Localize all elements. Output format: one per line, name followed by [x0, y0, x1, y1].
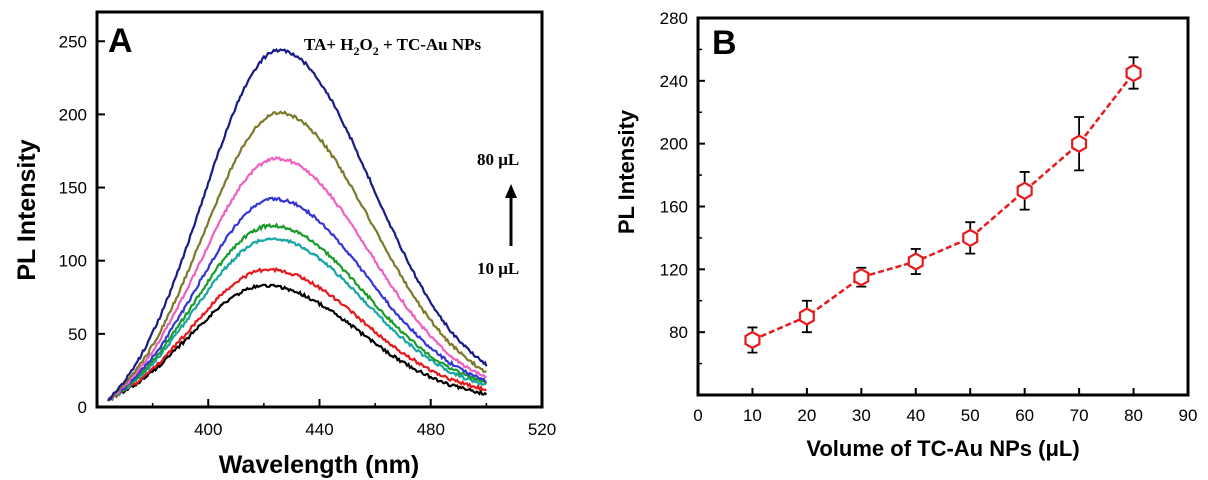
spectrum-line-5 — [107, 196, 487, 402]
panel-a-letter: A — [108, 22, 133, 60]
y-tick-label: 120 — [660, 260, 688, 279]
x-tick-label: 520 — [528, 420, 556, 439]
x-tick-label: 30 — [852, 406, 871, 425]
y-tick-label: 280 — [660, 9, 688, 28]
y-tick-label: 150 — [59, 179, 87, 198]
y-tick-label: 80 — [669, 323, 688, 342]
data-point — [798, 307, 815, 326]
data-point — [744, 330, 761, 350]
panel-b-y-ticks: 80 120 160 200 240 280 — [660, 9, 705, 365]
data-point — [853, 267, 870, 287]
increase-arrow-icon — [505, 184, 517, 246]
data-point — [962, 228, 979, 248]
arrow-top-label: 80 μL — [477, 150, 519, 169]
panel-b-points — [744, 56, 1142, 354]
y-tick-label: 160 — [660, 198, 688, 217]
x-tick-label: 10 — [743, 406, 762, 425]
y-tick-label: 100 — [59, 252, 87, 271]
spectrum-line-3 — [107, 237, 487, 402]
panel-a-y-title: PL Intensity — [13, 139, 41, 280]
y-tick-label: 240 — [660, 72, 688, 91]
y-tick-label: 200 — [660, 135, 688, 154]
panel-b-letter: B — [712, 24, 737, 62]
panel-a-x-title: Wavelength (nm) — [219, 451, 419, 479]
y-tick-label: 200 — [59, 105, 87, 124]
arrow-bottom-label: 10 μL — [477, 259, 519, 278]
y-tick-label: 50 — [68, 325, 87, 344]
x-tick-label: 480 — [417, 420, 445, 439]
spectrum-line-2 — [107, 266, 487, 402]
panel-b-connector — [751, 72, 1135, 342]
panel-a: 400 440 480 520 0 50 100 150 200 250 A TA+ H2O2 … — [13, 10, 556, 479]
panel-b-y-title: PL Intensity — [614, 109, 639, 234]
panel-a-x-ticks: 400 440 480 520 — [151, 399, 556, 439]
x-tick-label: 40 — [906, 406, 925, 425]
x-tick-label: 440 — [305, 420, 333, 439]
x-tick-label: 80 — [1124, 406, 1143, 425]
x-tick-label: 70 — [1070, 406, 1089, 425]
data-point — [1125, 63, 1142, 83]
x-tick-label: 400 — [194, 420, 222, 439]
spectrum-line-7 — [107, 110, 487, 401]
x-tick-label: 90 — [1179, 406, 1198, 425]
x-tick-label: 20 — [797, 406, 816, 425]
panel-a-curves — [107, 47, 488, 402]
spectrum-line-8 — [107, 47, 488, 401]
x-tick-label: 50 — [961, 406, 980, 425]
spectrum-line-4 — [107, 222, 488, 402]
panel-b-x-title: Volume of TC-Au NPs (μL) — [806, 436, 1079, 461]
data-point — [907, 252, 924, 271]
x-tick-label: 0 — [693, 406, 702, 425]
x-tick-label: 60 — [1015, 406, 1034, 425]
panel-b-x-ticks: 0 10 20 30 40 50 60 70 80 90 — [693, 388, 1197, 425]
panel-a-y-ticks: 0 50 100 150 200 250 — [59, 32, 105, 417]
data-point — [1016, 181, 1033, 201]
trend-line — [751, 72, 1135, 342]
panel-a-annotation: TA+ H2O2 + TC-Au NPs — [304, 35, 482, 58]
spectrum-line-1 — [107, 283, 488, 402]
y-tick-label: 0 — [78, 398, 87, 417]
spectrum-line-6 — [107, 156, 488, 401]
data-point — [1071, 134, 1088, 153]
y-tick-label: 250 — [59, 32, 87, 51]
panel-b-frame — [696, 16, 1190, 397]
